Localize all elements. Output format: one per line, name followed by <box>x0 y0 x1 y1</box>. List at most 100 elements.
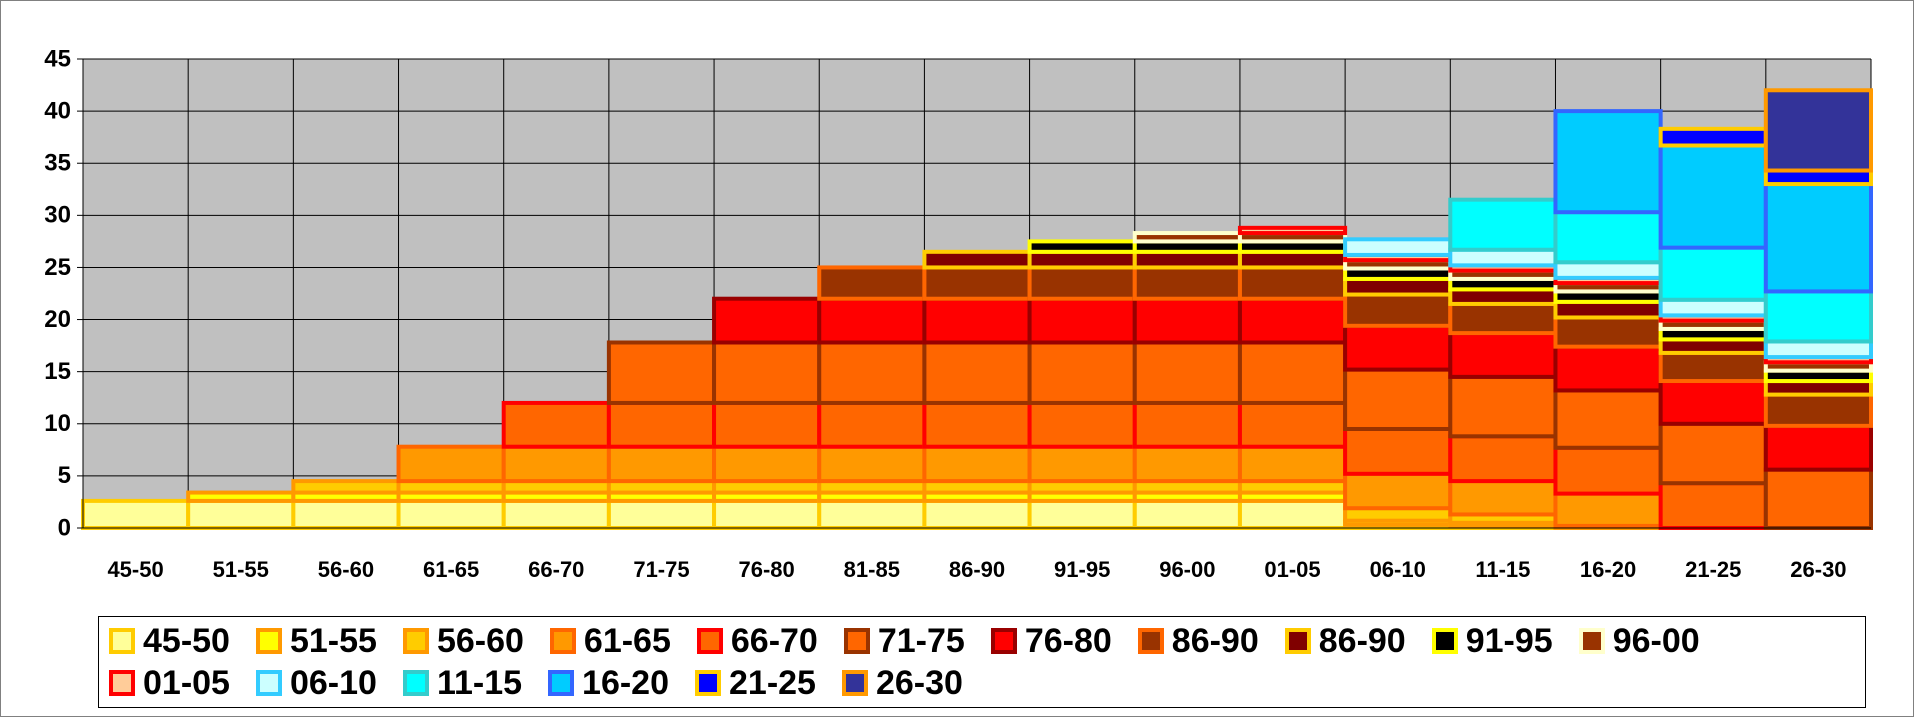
legend-label: 26-30 <box>875 663 963 702</box>
y-tick-label: 0 <box>58 514 71 541</box>
bar-segment <box>1763 467 1873 531</box>
bar-segment <box>922 296 1032 345</box>
bar-segment <box>186 490 296 503</box>
legend-label: 16-20 <box>582 663 669 702</box>
bar-segment <box>1132 340 1242 405</box>
x-tick-label: 71-75 <box>633 557 689 582</box>
x-tick-label: 16-20 <box>1580 557 1636 582</box>
bar-segment <box>712 498 822 530</box>
legend-label: 86-90 <box>1171 621 1259 660</box>
x-tick-label: 56-60 <box>318 557 374 582</box>
bar-segment <box>501 498 611 530</box>
bar-segment <box>1553 445 1663 496</box>
bar-segment <box>1237 265 1348 301</box>
bar-segment <box>1658 245 1768 302</box>
bar-segment <box>1763 423 1873 472</box>
x-tick-label: 45-50 <box>107 557 163 582</box>
bar-segment <box>712 444 822 484</box>
legend-item: 16-20 <box>548 662 669 704</box>
bar-segment <box>712 296 822 345</box>
bar-segment <box>817 340 927 405</box>
x-tick-label: 96-00 <box>1159 557 1215 582</box>
bar-segment <box>1448 197 1558 252</box>
bar-segment <box>1132 265 1242 301</box>
bar-segment <box>1553 315 1663 349</box>
bar-segment <box>1763 182 1873 294</box>
legend-swatch <box>695 670 721 696</box>
bar-segment <box>396 444 506 484</box>
bar-segment <box>186 498 296 530</box>
bar-segment <box>1553 299 1663 320</box>
bar-segment <box>1027 498 1137 530</box>
bar-segment <box>817 444 927 484</box>
bar-segment <box>712 400 822 449</box>
y-tick-label: 45 <box>44 45 71 72</box>
legend-swatch <box>843 628 870 654</box>
bar-segment <box>1763 289 1873 344</box>
bar-segment <box>1027 265 1137 301</box>
legend-label: 56-60 <box>436 621 524 660</box>
legend-item: 06-10 <box>255 662 377 704</box>
bar-segment <box>1553 388 1663 450</box>
legend-label: 11-15 <box>436 663 523 702</box>
legend-item: 96-00 <box>1578 620 1700 662</box>
bar-segment <box>1448 479 1558 517</box>
bar-segment <box>606 400 717 449</box>
x-tick-label: 81-85 <box>844 557 900 582</box>
legend-label: 61-65 <box>583 621 671 660</box>
bar-segment <box>922 340 1032 405</box>
bar-segment <box>1763 339 1873 360</box>
bar-segment <box>501 444 611 484</box>
legend-swatch <box>255 670 282 696</box>
bar-segment <box>1553 109 1663 215</box>
legend-label: 96-00 <box>1612 621 1700 660</box>
y-tick-label: 5 <box>58 462 71 489</box>
bar-segment <box>1553 491 1663 528</box>
bar-segment <box>1027 400 1137 449</box>
bar-segment <box>1553 344 1663 393</box>
bar-segment <box>1132 231 1242 244</box>
bar-segment <box>1763 88 1873 173</box>
legend-label: 51-55 <box>289 621 377 660</box>
y-tick-label: 10 <box>44 410 71 437</box>
bar-segment <box>606 444 717 484</box>
bar-segment <box>1027 249 1137 270</box>
legend-label: 06-10 <box>289 663 377 702</box>
bar-segment <box>1448 331 1558 379</box>
bar-segment <box>1658 337 1768 355</box>
x-tick-label: 91-95 <box>1054 557 1110 582</box>
bar-segment <box>1763 168 1873 187</box>
legend-item: 91-95 <box>1431 620 1553 662</box>
bar-segment <box>1658 297 1768 318</box>
legend-item: 86-90 <box>1137 620 1259 662</box>
legend-swatch <box>1431 628 1458 654</box>
y-tick-label: 20 <box>44 306 71 333</box>
bar-segment <box>1343 367 1453 431</box>
bar-segment <box>922 265 1032 301</box>
x-tick-label: 06-10 <box>1370 557 1426 582</box>
bar-segment <box>1343 237 1453 257</box>
x-tick-label: 01-05 <box>1264 557 1320 582</box>
legend-item: 01-05 <box>109 662 230 704</box>
legend-item: 61-65 <box>549 620 671 662</box>
legend-swatch <box>1578 628 1605 654</box>
x-tick-label: 26-30 <box>1790 557 1846 582</box>
y-tick-label: 25 <box>44 254 71 281</box>
bar-segment <box>1132 400 1242 449</box>
bar-segment <box>1448 247 1558 268</box>
x-tick-label: 11-15 <box>1475 557 1530 582</box>
bar-segment <box>922 444 1032 484</box>
bar-segment <box>1448 301 1558 336</box>
bars <box>81 88 1873 531</box>
bar-segment <box>1658 481 1768 531</box>
legend-swatch <box>1137 628 1164 654</box>
legend-item: 76-80 <box>990 620 1112 662</box>
bar-segment <box>817 265 927 301</box>
bar-segment <box>1132 444 1242 484</box>
legend-label: 71-75 <box>877 621 965 660</box>
legend-swatch <box>402 628 429 654</box>
legend-item: 11-15 <box>402 662 523 704</box>
bar-segment <box>291 498 401 530</box>
bar-segment <box>291 479 401 495</box>
